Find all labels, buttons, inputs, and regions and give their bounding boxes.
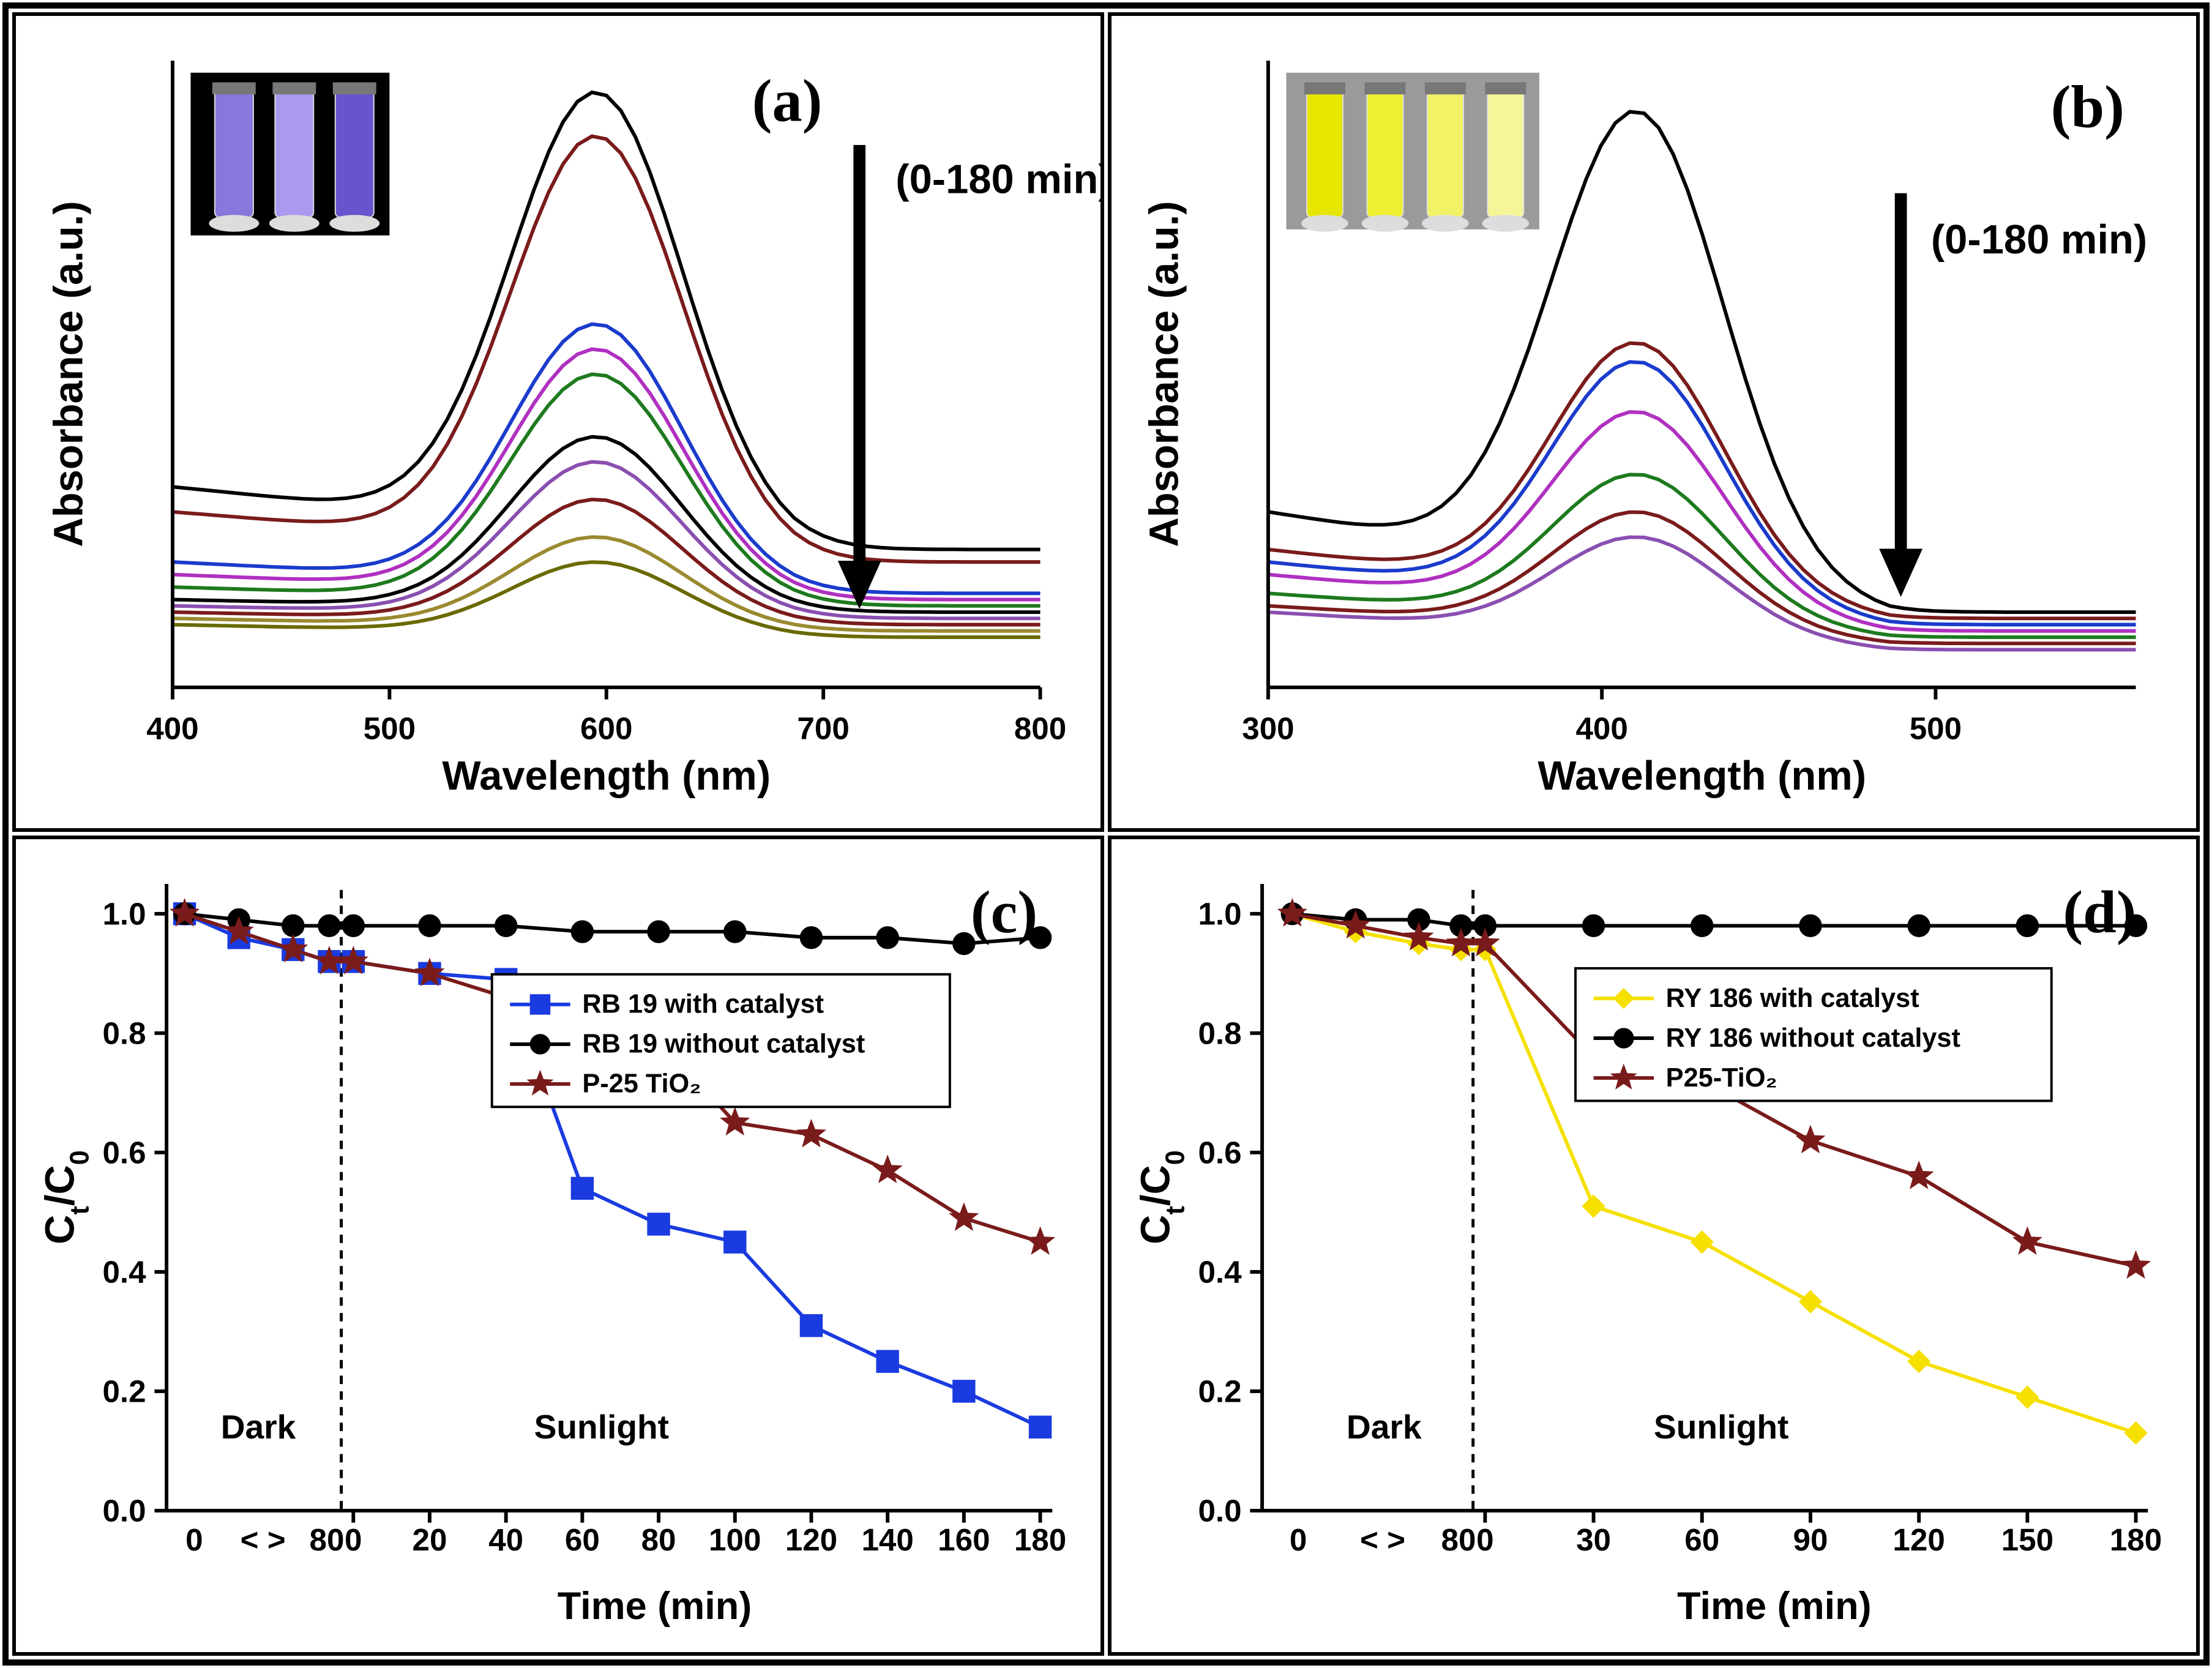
x-label: Time (min) xyxy=(558,1585,752,1628)
svg-text:700: 700 xyxy=(797,711,849,746)
svg-text:RY 186 without catalyst: RY 186 without catalyst xyxy=(1666,1023,1960,1053)
panel-a: 400 500 600 700 800 Wavelength (nm) Absorban… xyxy=(12,12,1104,832)
dark-tick-0: 0 xyxy=(185,1522,203,1557)
annotation-b: (0-180 min) xyxy=(1931,217,2147,263)
dark-tick-mid: < > xyxy=(241,1522,286,1557)
svg-text:30: 30 xyxy=(1576,1522,1611,1557)
svg-text:120: 120 xyxy=(1893,1522,1945,1557)
svg-text:0.6: 0.6 xyxy=(102,1135,146,1170)
svg-text:400: 400 xyxy=(1575,711,1627,746)
dark-tick-mid: < > xyxy=(1360,1522,1405,1557)
svg-text:300: 300 xyxy=(1242,711,1294,746)
panel-label-d: (d) xyxy=(2063,879,2136,946)
panel-d: 0.0 0.2 0.4 0.6 0.8 1.0 0 30 60 90 120 150 180 0 < … xyxy=(1108,836,2200,1655)
inset-photo-b xyxy=(1286,73,1539,232)
svg-text:40: 40 xyxy=(488,1522,523,1557)
svg-text:0.6: 0.6 xyxy=(1198,1135,1241,1170)
svg-text:0.8: 0.8 xyxy=(102,1016,146,1051)
svg-text:500: 500 xyxy=(364,711,416,746)
x-ticks-c: 0 20 40 60 80 100 120 140 160 180 xyxy=(345,1511,1066,1557)
panel-c: 0.0 0.2 0.4 0.6 0.8 1.0 0 20 40 60 80 100 120 140 160… xyxy=(12,836,1104,1655)
svg-text:90: 90 xyxy=(1793,1522,1828,1557)
svg-text:140: 140 xyxy=(861,1522,913,1557)
svg-text:0: 0 xyxy=(1476,1522,1493,1557)
panel-b: 300 400 500 Wavelength (nm) Absorbance (a.… xyxy=(1108,12,2200,832)
svg-text:160: 160 xyxy=(938,1522,990,1557)
svg-text:0.0: 0.0 xyxy=(102,1494,146,1528)
dark-label: Dark xyxy=(1347,1408,1422,1446)
y-label: Absorbance (a.u.) xyxy=(45,201,91,547)
panel-label-b: (b) xyxy=(2051,73,2124,140)
svg-text:0.4: 0.4 xyxy=(102,1255,146,1290)
svg-text:0.2: 0.2 xyxy=(1198,1374,1241,1409)
svg-text:800: 800 xyxy=(1014,711,1066,746)
svg-text:80: 80 xyxy=(641,1522,676,1557)
dark-tick-80: 80 xyxy=(310,1522,345,1557)
panel-label-c: (c) xyxy=(971,879,1037,946)
svg-text:0.4: 0.4 xyxy=(1198,1255,1242,1290)
x-label: Wavelength (nm) xyxy=(442,753,771,799)
chart-d: 0.0 0.2 0.4 0.6 0.8 1.0 0 30 60 90 120 150 180 0 < … xyxy=(1133,879,2162,1628)
panel-label-a: (a) xyxy=(752,68,823,135)
svg-text:400: 400 xyxy=(146,711,198,746)
annotation-a: (0-180 min) xyxy=(895,157,1100,203)
figure-grid: 400500600700800 Wavelength (nm) Absorban… xyxy=(2,2,2210,1666)
svg-text:P25-TiO₂: P25-TiO₂ xyxy=(1666,1063,1777,1093)
dark-label: Dark xyxy=(221,1408,296,1446)
svg-text:100: 100 xyxy=(709,1522,761,1557)
svg-text:120: 120 xyxy=(785,1522,837,1557)
svg-text:1.0: 1.0 xyxy=(102,897,146,932)
x-ticks-d: 0 30 60 90 120 150 180 xyxy=(1476,1511,2162,1557)
chart-c: 0.0 0.2 0.4 0.6 0.8 1.0 0 20 40 60 80 100 120 140 160… xyxy=(37,879,1067,1628)
svg-text:RB 19 with catalyst: RB 19 with catalyst xyxy=(582,990,824,1019)
svg-text:60: 60 xyxy=(1684,1522,1719,1557)
sunlight-label: Sunlight xyxy=(534,1408,669,1446)
chart-a: 400 500 600 700 800 Wavelength (nm) Absorban… xyxy=(45,61,1100,799)
svg-text:500: 500 xyxy=(1910,711,1962,746)
svg-text:60: 60 xyxy=(565,1522,600,1557)
y-label: Ct/C0 xyxy=(1133,1151,1190,1245)
dark-tick-0: 0 xyxy=(1290,1522,1307,1557)
x-label: Time (min) xyxy=(1677,1585,1871,1628)
svg-text:600: 600 xyxy=(580,711,632,746)
y-label: Absorbance (a.u.) xyxy=(1141,201,1187,547)
svg-text:20: 20 xyxy=(413,1522,447,1557)
svg-text:RB 19 without catalyst: RB 19 without catalyst xyxy=(582,1030,865,1059)
svg-text:0: 0 xyxy=(345,1522,362,1557)
y-ticks-c: 0.0 0.2 0.4 0.6 0.8 1.0 xyxy=(102,897,166,1528)
svg-text:180: 180 xyxy=(1014,1522,1066,1557)
legend-d: RY 186 with catalyst RY 186 without catal… xyxy=(1575,968,2052,1101)
x-label: Wavelength (nm) xyxy=(1538,753,1866,799)
svg-text:1.0: 1.0 xyxy=(1198,897,1241,932)
x-ticks-b: 300 400 500 xyxy=(1242,687,1962,746)
sunlight-label: Sunlight xyxy=(1654,1408,1788,1446)
svg-text:180: 180 xyxy=(2110,1522,2162,1557)
svg-text:0.0: 0.0 xyxy=(1198,1494,1241,1528)
svg-text:RY 186 with catalyst: RY 186 with catalyst xyxy=(1666,984,1919,1013)
svg-text:150: 150 xyxy=(2001,1522,2053,1557)
svg-text:0.2: 0.2 xyxy=(102,1374,146,1409)
svg-text:0.8: 0.8 xyxy=(1198,1016,1241,1051)
chart-b: 300 400 500 Wavelength (nm) Absorbance (a.… xyxy=(1141,61,2147,799)
y-ticks-d: 0.0 0.2 0.4 0.6 0.8 1.0 xyxy=(1198,897,1262,1528)
dark-tick-80: 80 xyxy=(1441,1522,1476,1557)
svg-text:P-25 TiO₂: P-25 TiO₂ xyxy=(582,1069,701,1099)
inset-photo-a xyxy=(190,73,389,236)
x-ticks-a: 400 500 600 700 800 xyxy=(146,687,1066,746)
y-label: Ct/C0 xyxy=(37,1151,95,1245)
legend-c: RB 19 with catalyst RB 19 without catalys… xyxy=(492,974,950,1107)
